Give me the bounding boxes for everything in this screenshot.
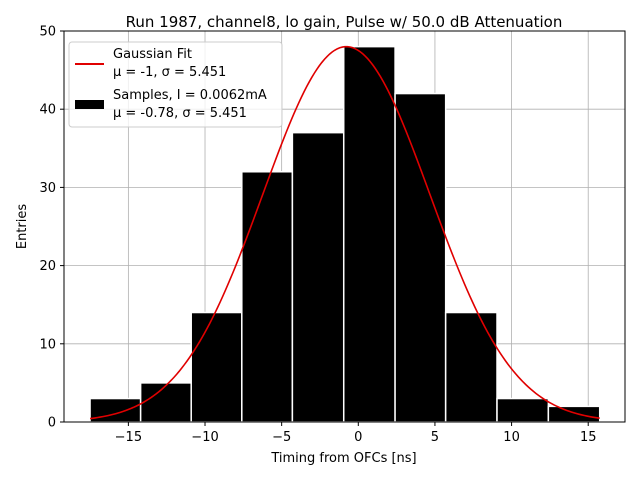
x-tick-label: 0 (354, 430, 362, 445)
y-tick-label: 30 (39, 181, 56, 196)
y-axis-label: Entries (15, 204, 30, 250)
histogram-bar (444, 311, 498, 423)
x-tick-label: 15 (580, 430, 597, 445)
histogram-bar (89, 397, 142, 423)
legend-samples-sigma: σ = 5.451 (182, 106, 247, 121)
x-axis-ticks: −15 −10 −5 0 5 10 15 (115, 422, 597, 445)
histogram-bar (241, 171, 294, 423)
x-tick-label: −5 (272, 430, 291, 445)
legend-fit-sigma: σ = 5.451 (162, 65, 227, 80)
x-tick-label: 5 (431, 430, 439, 445)
y-axis-ticks: 0 10 20 30 40 50 (39, 25, 64, 431)
histogram-bar (394, 92, 447, 423)
gaussian-fit-curve (89, 45, 600, 420)
x-axis-label: Timing from OFCs [ns] (270, 451, 416, 466)
x-tick-label: 10 (503, 430, 520, 445)
legend: Gaussian Fit μ = -1, σ = 5.451 Samples, … (68, 41, 283, 128)
legend-fit-stats: μ = -1, σ = 5.451 (113, 65, 226, 80)
histogram-bars (89, 45, 601, 423)
y-tick-label: 0 (48, 416, 56, 431)
y-tick-label: 40 (39, 103, 56, 118)
legend-box (68, 41, 283, 128)
legend-fit-mu: μ = -1, (113, 65, 162, 80)
histogram-bar (496, 397, 550, 423)
y-tick-label: 20 (39, 259, 56, 274)
histogram-bar (342, 45, 396, 423)
y-tick-label: 10 (39, 337, 56, 352)
histogram-bar (291, 131, 345, 423)
x-tick-label: −15 (115, 430, 142, 445)
histogram-bar (139, 382, 192, 423)
y-tick-label: 50 (39, 25, 56, 40)
histogram-bar (547, 405, 601, 423)
legend-samples-swatch (75, 100, 104, 109)
x-tick-label: −10 (191, 430, 218, 445)
legend-samples-mu: μ = -0.78, (113, 106, 182, 121)
axes-frame (63, 30, 626, 423)
gaussian-fit-layer (89, 45, 600, 420)
histogram-bar (190, 311, 243, 423)
legend-fit-label: Gaussian Fit (113, 47, 192, 62)
legend-samples-stats: μ = -0.78, σ = 5.451 (113, 106, 247, 121)
chart-title: Run 1987, channel8, lo gain, Pulse w/ 50… (126, 13, 563, 31)
legend-samples-label: Samples, I = 0.0062mA (113, 88, 267, 103)
